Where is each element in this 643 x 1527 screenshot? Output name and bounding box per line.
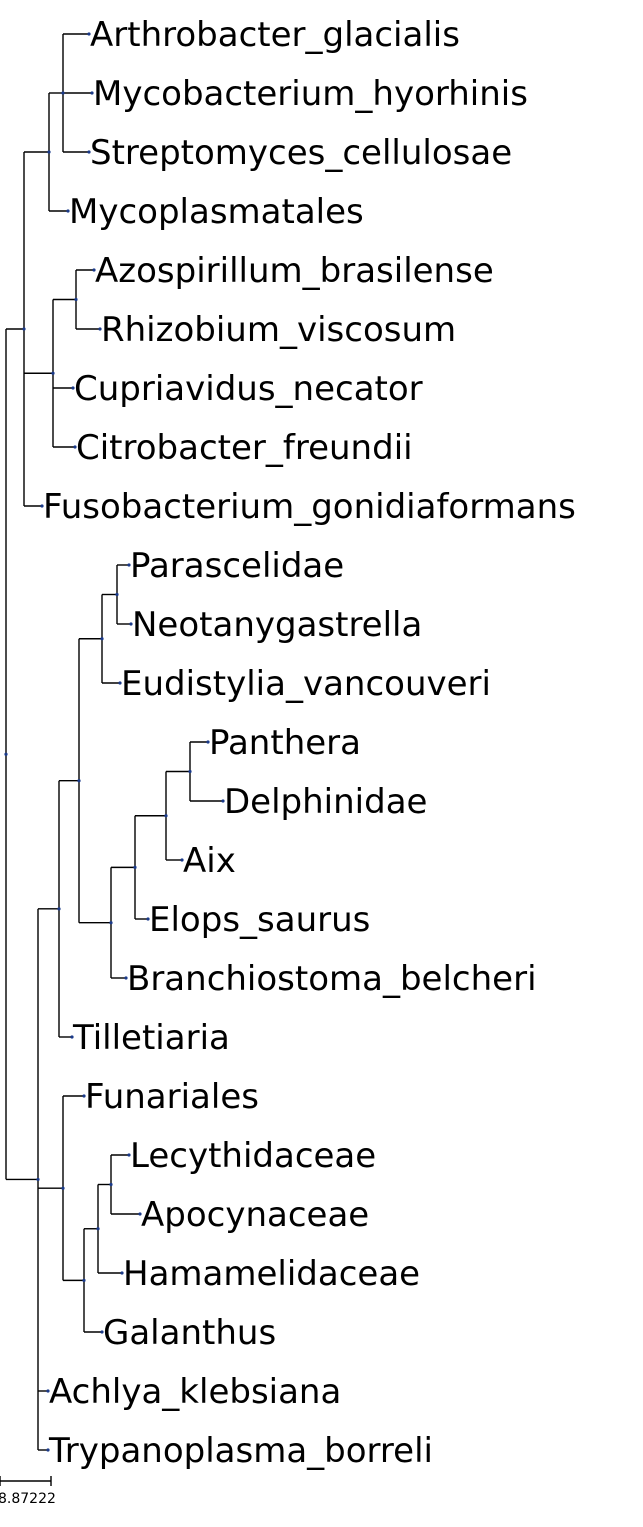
internal-node-dot	[115, 592, 119, 597]
leaf-label: Mycoplasmatales	[69, 192, 364, 232]
leaf-label: Hamamelidaceae	[123, 1254, 420, 1294]
leaf-node-dot	[70, 1035, 74, 1039]
internal-node-dot	[61, 1186, 65, 1190]
leaf-label: Arthrobacter_glacialis	[90, 15, 460, 55]
leaf-node-dot	[40, 504, 44, 508]
leaf-node-dot	[46, 1389, 50, 1393]
leaf-label: Delphinidae	[224, 782, 427, 822]
internal-node-dot	[61, 91, 65, 95]
leaf-label: Azospirillum_brasilense	[95, 251, 494, 291]
leaf-label: Fusobacterium_gonidiaformans	[43, 487, 576, 527]
leaf-node-dot	[138, 1212, 142, 1216]
internal-node-dot	[22, 327, 26, 331]
leaf-label: Aix	[183, 841, 236, 881]
leaf-label: Achlya_klebsiana	[49, 1372, 341, 1412]
internal-node-dot	[133, 865, 137, 869]
internal-node-dot	[51, 371, 55, 375]
leaf-label: Neotanygastrella	[132, 605, 422, 645]
internal-node-dot	[188, 769, 192, 774]
leaf-node-dot	[73, 445, 77, 449]
leaf-label: Trypanoplasma_borreli	[48, 1431, 433, 1471]
tree-nodes	[4, 32, 225, 1452]
internal-node-dot	[77, 779, 81, 783]
tree-branches	[5, 33, 223, 1451]
leaf-node-dot	[71, 386, 75, 390]
internal-node-dot	[109, 1182, 113, 1187]
leaf-label: Apocynaceae	[141, 1195, 369, 1235]
leaf-label: Panthera	[209, 723, 361, 763]
leaf-node-dot	[92, 268, 96, 272]
leaf-node-dot	[90, 91, 94, 95]
leaf-node-dot	[82, 1094, 86, 1098]
scale-bar-label: 8.87222	[0, 1491, 56, 1507]
leaf-node-dot	[87, 150, 91, 154]
leaf-node-dot	[98, 327, 102, 331]
internal-node-dot	[47, 150, 51, 154]
internal-node-dot	[74, 297, 78, 302]
internal-node-dot	[109, 921, 113, 925]
internal-node-dot	[96, 1227, 100, 1231]
leaf-label: Citrobacter_freundii	[76, 428, 413, 468]
leaf-node-dot	[221, 799, 225, 803]
leaf-label: Tilletiaria	[72, 1018, 230, 1058]
leaf-node-dot	[100, 1330, 104, 1334]
scale-bar: 8.87222	[0, 1476, 56, 1507]
leaf-label: Streptomyces_cellulosae	[90, 133, 512, 173]
internal-node-dot	[36, 1177, 40, 1182]
leaf-node-dot	[180, 858, 184, 862]
leaf-label: Rhizobium_viscosum	[101, 310, 456, 350]
leaf-label: Parascelidae	[130, 546, 344, 586]
leaf-node-dot	[87, 32, 91, 36]
internal-node-dot	[57, 907, 61, 911]
leaf-node-dot	[127, 563, 131, 567]
leaf-label: Galanthus	[103, 1313, 276, 1353]
leaf-node-dot	[118, 681, 122, 685]
internal-node-dot	[164, 814, 168, 818]
internal-node-dot	[4, 752, 8, 756]
internal-node-dot	[100, 637, 104, 641]
leaf-label: Eudistylia_vancouveri	[121, 664, 491, 704]
leaf-label: Cupriavidus_necator	[74, 369, 423, 409]
leaf-node-dot	[46, 1448, 50, 1452]
leaf-node-dot	[129, 622, 133, 626]
leaf-node-dot	[120, 1271, 124, 1275]
leaf-node-dot	[127, 1153, 131, 1157]
internal-node-dot	[82, 1278, 86, 1282]
leaf-label: Branchiostoma_belcheri	[127, 959, 537, 999]
leaf-label: Lecythidaceae	[130, 1136, 376, 1176]
leaf-node-dot	[146, 917, 150, 921]
leaf-node-dot	[206, 740, 210, 744]
leaf-node-dot	[124, 976, 128, 980]
leaf-node-dot	[66, 209, 70, 213]
leaf-labels: Arthrobacter_glacialis Mycobacterium_hyor…	[43, 15, 576, 1471]
leaf-label: Mycobacterium_hyorhinis	[93, 74, 528, 114]
leaf-label: Elops_saurus	[149, 900, 370, 940]
leaf-label: Funariales	[85, 1077, 259, 1117]
